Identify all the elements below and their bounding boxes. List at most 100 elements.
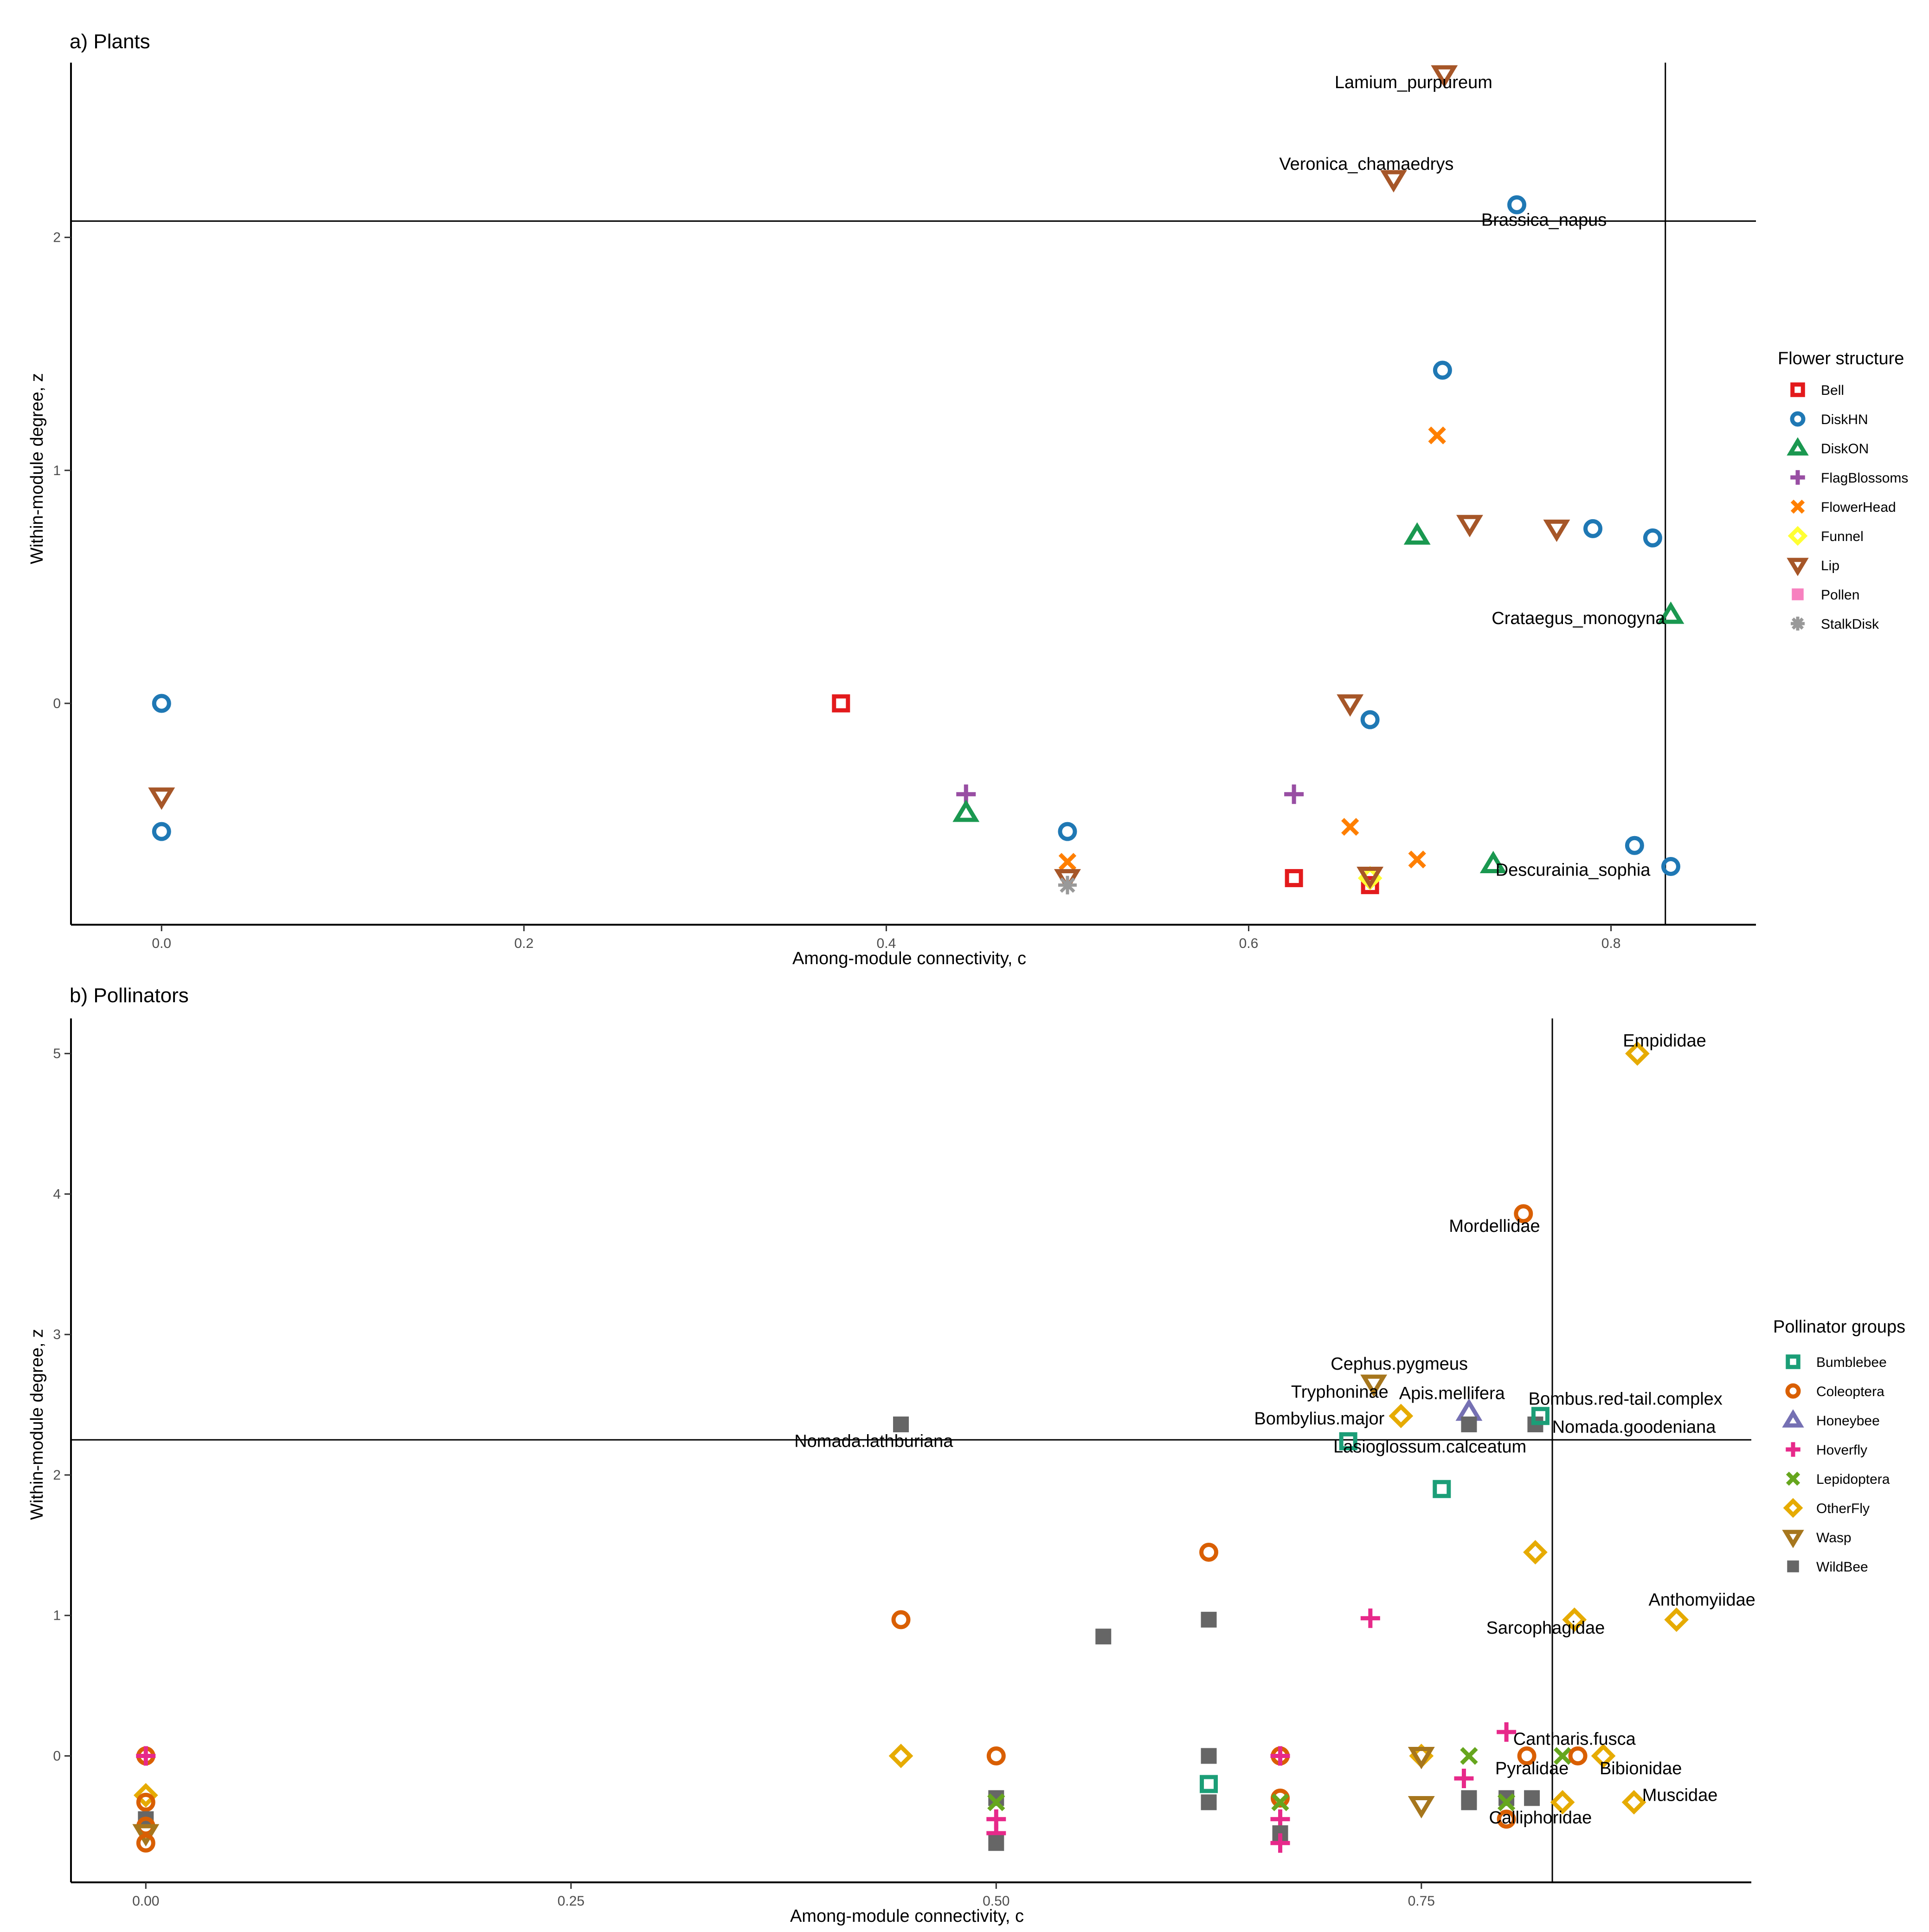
panel-a-point-flowerhead	[1408, 850, 1426, 869]
panel-b-legend-label-wildbee: WildBee	[1816, 1559, 1868, 1575]
panel-b-legend-label-lepidoptera: Lepidoptera	[1816, 1472, 1890, 1487]
panel-b-point-lepidoptera	[1553, 1747, 1572, 1765]
panel-b-label-bibionidae: Bibionidae	[1600, 1759, 1682, 1778]
panel-b-legend-key-bumblebee	[1786, 1354, 1800, 1369]
panel-b-legend-label-otherfly: OtherFly	[1816, 1501, 1870, 1516]
panel-b-axes: 0.00 0.25 0.50 0.75 0 1 2 3 4 5	[53, 1018, 1751, 1909]
panel-a-legend-title: Flower structure	[1778, 349, 1904, 368]
panel-b-label-mordellidae: Mordellidae	[1449, 1217, 1540, 1236]
panel-b-label-empididae: Empididae	[1623, 1031, 1706, 1051]
panel-b-point-coleoptera	[1517, 1746, 1537, 1766]
panel-a-legend-key-pollen	[1792, 588, 1804, 600]
panel-b-point-otherfly	[1523, 1540, 1548, 1565]
panel-a-point-diskhn	[1625, 836, 1644, 855]
panel-b-point-hoverfly	[1454, 1768, 1474, 1788]
panel-a-point-stalkdisk	[1058, 876, 1077, 895]
panel-plants: a) Plants Among-module connectivity, c W…	[27, 30, 1908, 968]
panel-a-legend-key-flagblossoms	[1790, 470, 1805, 485]
panel-b-point-otherfly	[1625, 1041, 1650, 1066]
panel-b-label-muscidae: Muscidae	[1642, 1785, 1718, 1805]
panel-b-point-coleoptera	[1514, 1204, 1533, 1224]
panel-b-point-otherfly	[1389, 1404, 1414, 1429]
panel-b-legend-label-wasp: Wasp	[1816, 1530, 1852, 1546]
panel-b-legend-key-wasp	[1782, 1530, 1804, 1548]
panel-b-point-wasp	[1408, 1747, 1435, 1770]
panel-b-legend-key-otherfly	[1783, 1498, 1803, 1518]
panel-b-point-wasp	[1360, 1374, 1388, 1397]
panel-b-label-nomada-lathburiana: Nomada.lathburiana	[794, 1431, 953, 1451]
panel-a-legend-key-funnel	[1788, 526, 1808, 546]
panel-b-y-tick-label: 4	[53, 1186, 61, 1202]
panel-b-y-tick-label: 1	[53, 1608, 61, 1623]
panel-b-label-bombus-red-tail-complex: Bombus.red-tail.complex	[1529, 1390, 1723, 1409]
panel-a-x-tick-label: 0.6	[1239, 936, 1259, 951]
panel-a-point-flowerhead	[1058, 853, 1077, 871]
panel-b-x-tick-label: 0.50	[983, 1893, 1010, 1909]
panel-a-legend-label-diskhn: DiskHN	[1821, 412, 1868, 427]
panel-a-point-labels: Lamium_purpureum Veronica_chamaedrys Brass…	[1279, 73, 1665, 880]
panel-b-title: b) Pollinators	[70, 984, 189, 1007]
panel-a-point-diskhn	[1058, 822, 1077, 841]
panel-a-x-axis-label: Among-module connectivity, c	[792, 949, 1026, 968]
panel-b-point-bumblebee	[1200, 1775, 1218, 1793]
panel-a-legend-key-lip	[1787, 558, 1809, 576]
panel-a-point-diskon	[1657, 601, 1685, 624]
panel-b-legend-key-lepidoptera	[1786, 1471, 1800, 1486]
panel-b-point-wildbee	[893, 1416, 909, 1432]
panel-a-legend-label-diskon: DiskON	[1821, 441, 1869, 457]
panel-a-legend-key-stalkdisk	[1791, 617, 1805, 631]
panel-b-point-otherfly	[888, 1744, 913, 1768]
panel-b-legend-label-hoverfly: Hoverfly	[1816, 1443, 1867, 1458]
panel-b-point-bumblebee	[1531, 1407, 1550, 1425]
panel-b-label-sarcophagidae: Sarcophagidae	[1486, 1618, 1605, 1638]
panel-a-point-lip	[1456, 515, 1483, 538]
panel-a-label-brassica-napus: Brassica_napus	[1481, 211, 1607, 230]
panel-b-point-wildbee	[1201, 1794, 1217, 1810]
panel-b-label-cantharis-fusca: Cantharis.fusca	[1513, 1729, 1636, 1749]
panel-a-point-diskhn	[1661, 857, 1680, 876]
panel-a-legend-label-flowerhead: FlowerHead	[1821, 500, 1896, 515]
panel-a-legend-key-bell	[1790, 382, 1805, 397]
panel-a-point-diskhn	[1360, 710, 1380, 729]
panel-b-legend-label-bumblebee: Bumblebee	[1816, 1355, 1887, 1370]
panel-a-label-lamium-purpureum: Lamium_purpureum	[1335, 73, 1492, 92]
panel-b-label-cephus-pygmeus: Cephus.pygmeus	[1331, 1354, 1468, 1374]
panel-b-point-hoverfly	[136, 1746, 156, 1766]
panel-pollinators: b) Pollinators Among-module connectivity…	[27, 984, 1905, 1926]
panel-a-legend-label-stalkdisk: StalkDisk	[1821, 617, 1879, 632]
panel-a-point-flowerhead	[1341, 818, 1359, 836]
panel-a-legend-key-flowerhead	[1790, 499, 1805, 514]
panel-a-x-tick-label: 0.4	[877, 936, 896, 951]
panel-a-y-tick-label: 2	[53, 230, 61, 245]
panel-b-x-tick-label: 0.00	[132, 1893, 159, 1909]
panel-a-point-flagblossoms	[1284, 784, 1304, 804]
panel-b-point-otherfly	[133, 1783, 158, 1808]
panel-b-legend-label-coleoptera: Coleoptera	[1816, 1384, 1884, 1399]
panel-b-y-tick-label: 3	[53, 1327, 61, 1342]
panel-b-point-bumblebee	[1433, 1480, 1451, 1498]
panel-b-point-hoverfly	[1497, 1722, 1517, 1742]
panel-a-point-diskon	[952, 799, 980, 822]
panel-b-point-hoverfly	[1270, 1833, 1290, 1853]
panel-b-x-tick-label: 0.75	[1408, 1893, 1435, 1909]
panel-b-legend: Bumblebee Coleoptera Honeybee Hoverfly Lepid…	[1782, 1354, 1890, 1575]
panel-b-x-tick-label: 0.25	[558, 1893, 585, 1909]
panel-a-point-diskhn	[1433, 361, 1452, 380]
panel-b-point-wildbee	[1461, 1416, 1477, 1432]
panel-a-point-diskhn	[1507, 195, 1526, 214]
panel-a-point-lip	[1431, 65, 1458, 88]
panel-a-point-bell	[1285, 869, 1303, 888]
panel-a-point-lip	[1543, 519, 1570, 542]
panel-b-label-tryphoninae: Tryphoninae	[1291, 1382, 1389, 1402]
panel-b-point-coleoptera	[1568, 1746, 1588, 1766]
panel-b-point-wildbee	[1524, 1790, 1540, 1806]
panel-b-point-otherfly	[1591, 1744, 1616, 1768]
panel-b-point-coleoptera	[136, 1833, 155, 1853]
panel-b-label-apis-mellifera: Apis.mellifera	[1399, 1384, 1505, 1403]
panel-a-title: a) Plants	[70, 30, 150, 53]
panel-b-point-lepidoptera	[987, 1793, 1005, 1811]
panel-b-point-wildbee	[1201, 1611, 1217, 1628]
panel-b-point-hoverfly	[1270, 1746, 1290, 1766]
